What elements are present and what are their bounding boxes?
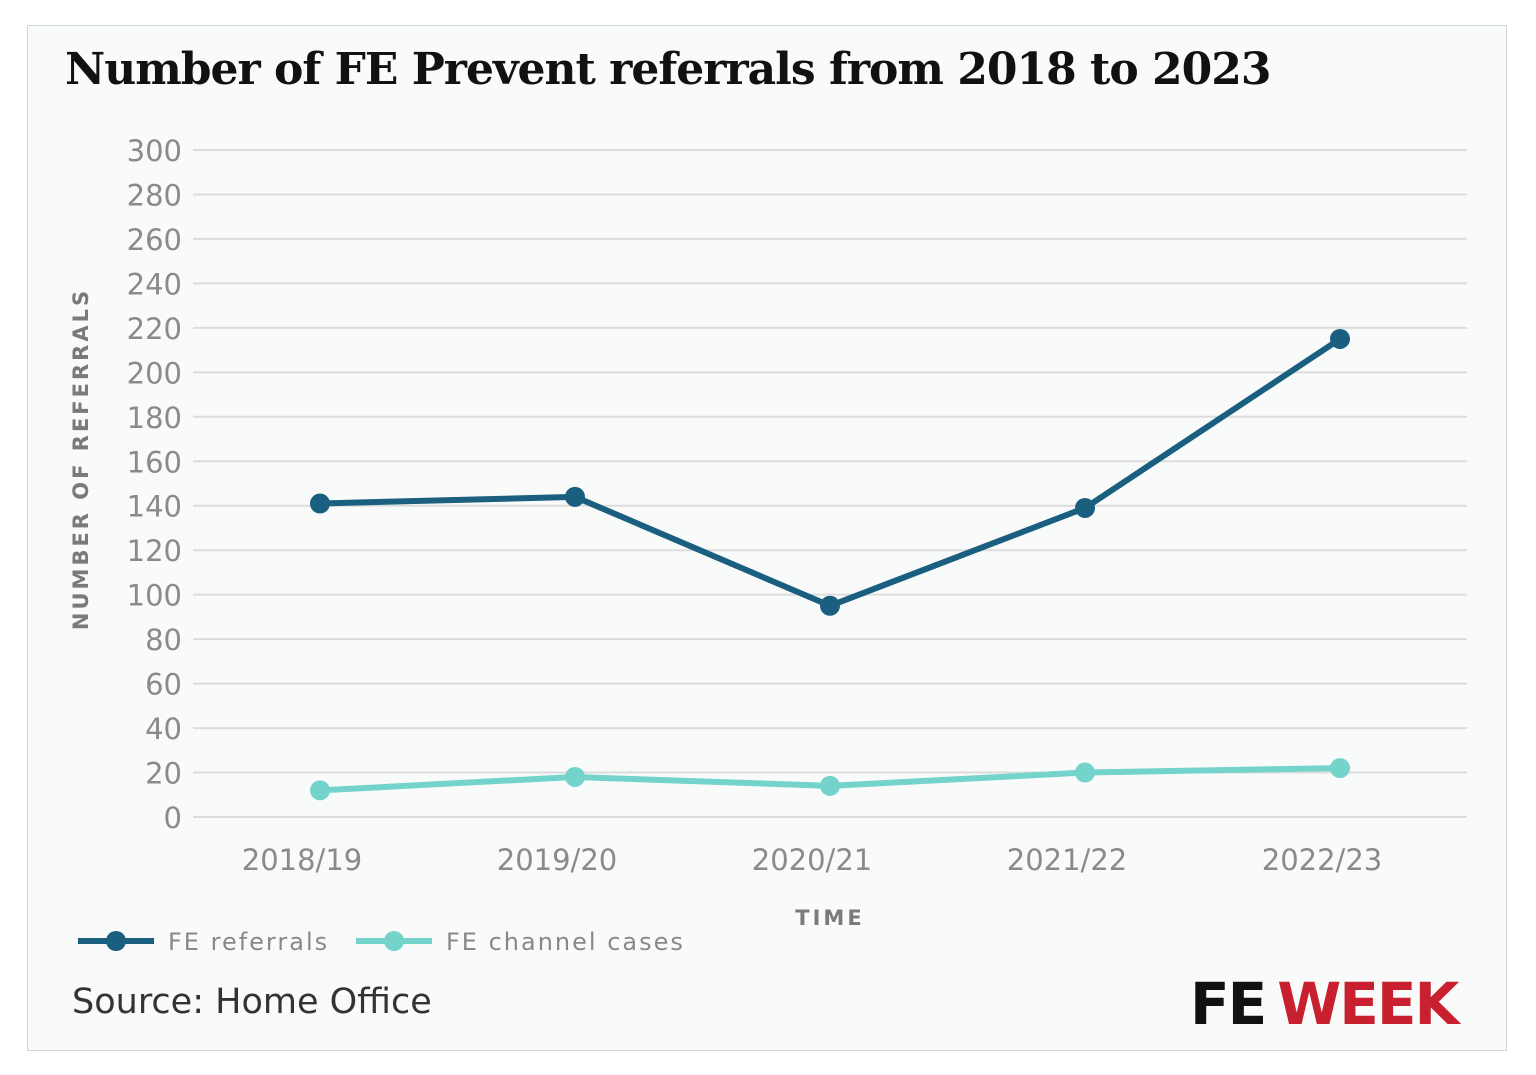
data-point — [310, 493, 330, 514]
data-point — [565, 766, 585, 787]
y-tick-label: 240 — [127, 267, 182, 301]
data-point — [565, 486, 585, 507]
data-point — [1075, 497, 1095, 518]
y-tick-label: 40 — [145, 712, 182, 746]
logo-fe: FE — [1190, 970, 1267, 1038]
y-tick-label: 260 — [127, 223, 182, 257]
y-tick-label: 80 — [145, 623, 182, 657]
data-point — [310, 780, 330, 801]
data-point — [1330, 328, 1350, 349]
y-tick-label: 180 — [127, 401, 182, 435]
series-line — [319, 336, 1342, 609]
x-tick-label: 2021/22 — [1007, 843, 1127, 877]
legend-label: FE referrals — [168, 928, 329, 956]
data-point — [820, 595, 840, 616]
y-tick-label: 220 — [127, 312, 182, 346]
y-tick-label: 200 — [127, 356, 182, 390]
x-tick-label: 2019/20 — [497, 843, 617, 877]
legend-label: FE channel cases — [446, 928, 685, 956]
y-tick-label: 280 — [127, 178, 182, 212]
y-tick-label: 140 — [127, 490, 182, 524]
y-tick-label: 20 — [145, 757, 182, 791]
chart-frame — [27, 25, 1507, 1051]
y-tick-label: 160 — [127, 445, 182, 479]
y-tick-label: 120 — [127, 534, 182, 568]
data-point — [820, 775, 840, 796]
data-point — [1330, 758, 1350, 779]
x-tick-label: 2020/21 — [752, 843, 872, 877]
legend-marker — [106, 931, 126, 951]
y-tick-label: 60 — [145, 668, 182, 702]
x-tick-label: 2022/23 — [1262, 843, 1382, 877]
legend-marker — [384, 931, 404, 951]
source-note: Source: Home Office — [72, 982, 432, 1022]
y-tick-label: 0 — [164, 801, 182, 835]
x-axis-title: TIME — [795, 906, 864, 930]
data-point — [1075, 762, 1095, 783]
x-tick-label: 2018/19 — [242, 843, 362, 877]
chart-title: Number of FE Prevent referrals from 2018… — [65, 44, 1272, 95]
fe-week-logo: FE WEEK — [1190, 970, 1459, 1038]
y-tick-label: 300 — [127, 134, 182, 168]
y-axis-title: NUMBER OF REFERRALS — [69, 288, 93, 630]
y-tick-label: 100 — [127, 579, 182, 613]
logo-week: WEEK — [1277, 970, 1459, 1038]
